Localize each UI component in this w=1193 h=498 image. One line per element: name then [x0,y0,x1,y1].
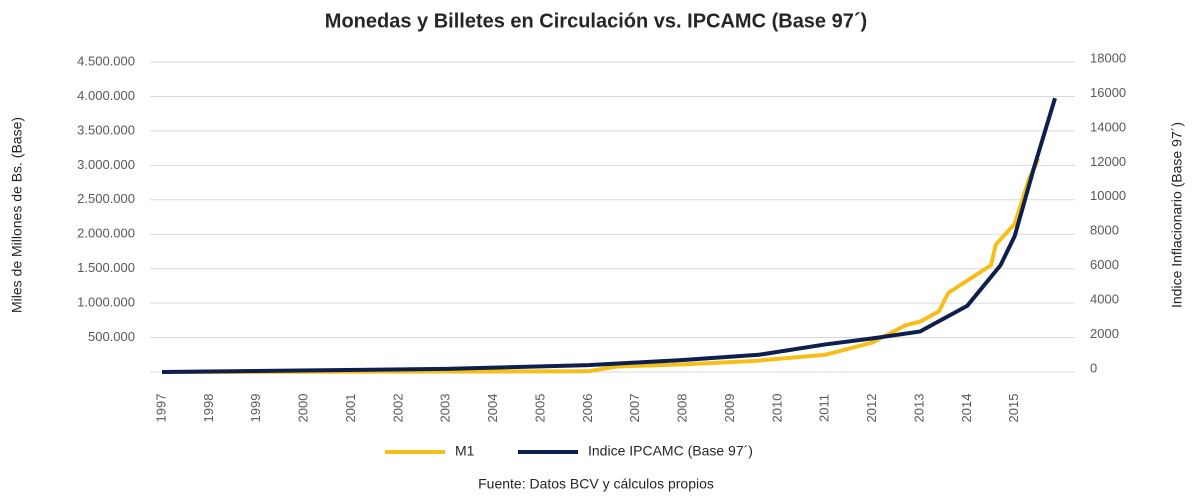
x-tick-label: 2007 [627,394,642,423]
y2-axis-label: Indice Inflacionario (Base 97´) [1169,122,1185,308]
y2-tick-label: 12000 [1090,154,1126,169]
x-tick-label: 2014 [959,394,974,423]
y-axis-label: Miles de Millones de Bs. (Base) [9,117,25,313]
chart-title: Monedas y Billetes en Circulación vs. IP… [325,10,867,32]
x-tick-label: 2013 [911,394,926,423]
y-tick-label: 1.000.000 [77,295,135,310]
x-tick-label: 2004 [485,394,500,423]
x-tick-label: 1999 [248,394,263,423]
x-tick-label: 2008 [675,394,690,423]
x-tick-label: 2010 [769,394,784,423]
y2-tick-label: 8000 [1090,223,1119,238]
y2-tick-label: 18000 [1090,50,1126,65]
y-tick-label: 2.000.000 [77,226,135,241]
line-series [161,97,1057,374]
legend-label: M1 [455,443,475,459]
x-tick-label: 2006 [580,394,595,423]
x-tick-label: 2005 [532,394,547,423]
y2-tick-label: 2000 [1090,326,1119,341]
y2-tick-label: 14000 [1090,119,1126,134]
x-tick-label: 2003 [438,394,453,423]
y2-tick-label: 16000 [1090,85,1126,100]
y2-tick-label: 4000 [1090,292,1119,307]
y-tick-label: 500.000 [88,329,135,344]
x-tick-label: 2009 [722,394,737,423]
y-tick-label: 1.500.000 [77,260,135,275]
x-tick-label: 2012 [864,394,879,423]
y2-tick-label: 10000 [1090,188,1126,203]
y2-tick-label: 0 [1090,360,1097,375]
y-tick-label: 2.500.000 [77,191,135,206]
y2-tick-label: 6000 [1090,257,1119,272]
x-tick-label: 2011 [817,394,832,422]
y-tick-label: 4.000.000 [77,88,135,103]
x-tick-label: 2002 [390,394,405,423]
source-note: Fuente: Datos BCV y cálculos propios [478,476,714,492]
x-tick-label: 2015 [1006,394,1021,423]
x-tick-label: 1998 [201,394,216,423]
y-tick-label: 3.000.000 [77,157,135,172]
legend-label: Indice IPCAMC (Base 97´) [588,443,753,459]
y-tick-label: 3.500.000 [77,122,135,137]
x-tick-label: 2000 [296,394,311,423]
line-series [161,157,1041,374]
y-tick-label: 4.500.000 [77,53,135,68]
x-tick-label: 2001 [343,394,358,423]
x-tick-label: 1997 [153,394,168,423]
